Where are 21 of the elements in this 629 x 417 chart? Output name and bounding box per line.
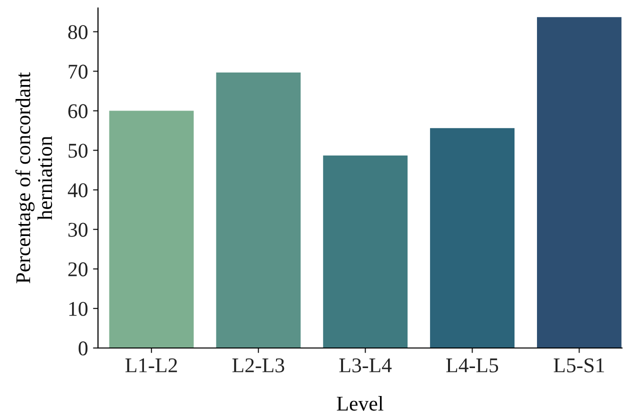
y-tick-label: 80 xyxy=(68,25,88,40)
x-tick-label: L1-L2 xyxy=(125,358,177,372)
bar xyxy=(216,72,301,348)
bar xyxy=(536,17,622,348)
bar xyxy=(430,128,515,348)
y-tick-label: 0 xyxy=(78,341,88,356)
x-tick-label: L4-L5 xyxy=(446,358,498,372)
bar xyxy=(323,155,408,348)
y-tick-label: 70 xyxy=(68,64,88,79)
y-tick-label: 50 xyxy=(68,144,88,158)
y-tick-label: 60 xyxy=(68,104,88,118)
y-axis-title: Percentage of concordant herniation xyxy=(15,72,52,284)
y-tick-label: 40 xyxy=(68,183,88,198)
bar xyxy=(109,110,194,348)
x-tick-label: L3-L4 xyxy=(339,358,392,372)
x-tick-label: L5-S1 xyxy=(554,358,604,372)
x-tick-label: L2-L3 xyxy=(232,358,284,372)
x-axis-title: Level xyxy=(336,396,384,411)
y-tick-label: 10 xyxy=(69,302,88,316)
y-tick-label: 20 xyxy=(68,262,88,276)
y-tick-label: 30 xyxy=(68,222,88,237)
